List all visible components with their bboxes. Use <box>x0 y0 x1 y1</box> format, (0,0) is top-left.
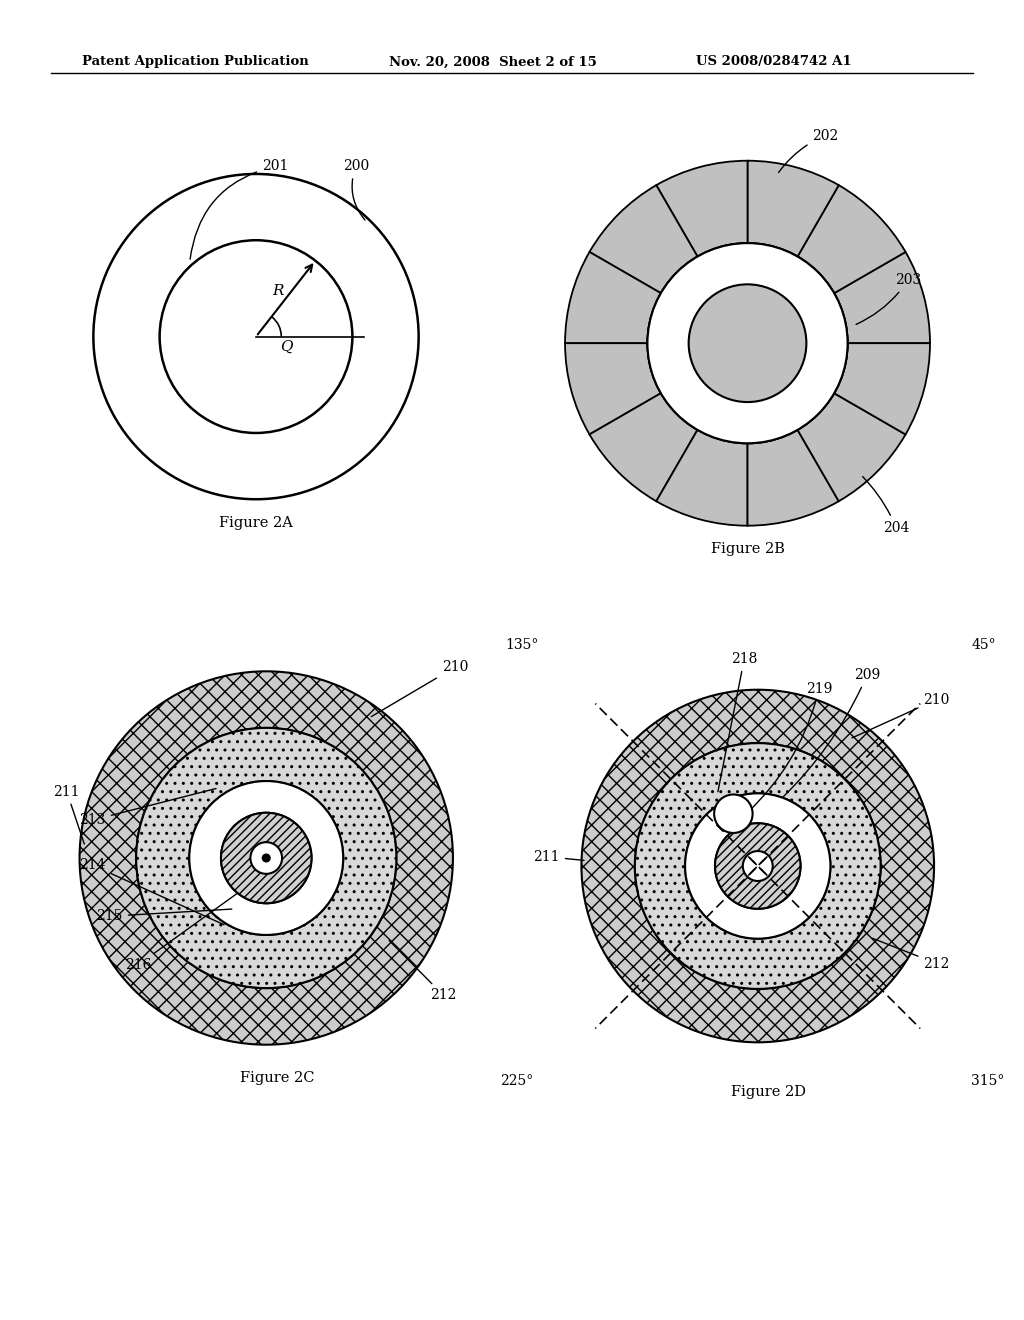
Text: 212: 212 <box>389 941 457 1002</box>
Text: Figure 2A: Figure 2A <box>219 516 293 529</box>
Wedge shape <box>582 690 934 1043</box>
Circle shape <box>262 854 270 862</box>
Text: 315°: 315° <box>972 1074 1005 1089</box>
Text: 215: 215 <box>96 909 231 923</box>
Text: 210: 210 <box>852 693 949 738</box>
Wedge shape <box>748 161 839 256</box>
Text: Nov. 20, 2008  Sheet 2 of 15: Nov. 20, 2008 Sheet 2 of 15 <box>389 55 597 69</box>
Wedge shape <box>647 243 848 444</box>
Circle shape <box>689 284 806 403</box>
Circle shape <box>221 813 311 903</box>
Text: US 2008/0284742 A1: US 2008/0284742 A1 <box>696 55 852 69</box>
Text: 202: 202 <box>778 128 839 173</box>
Text: Q: Q <box>281 341 293 354</box>
Text: Figure 2C: Figure 2C <box>241 1071 314 1085</box>
Text: Patent Application Publication: Patent Application Publication <box>82 55 308 69</box>
Text: Figure 2D: Figure 2D <box>731 1085 806 1098</box>
Text: 216: 216 <box>125 882 253 972</box>
Wedge shape <box>835 343 930 434</box>
Text: 200: 200 <box>343 160 369 220</box>
Text: 209: 209 <box>783 668 881 797</box>
Wedge shape <box>136 727 396 989</box>
Text: 210: 210 <box>372 660 468 717</box>
Wedge shape <box>748 430 839 525</box>
Text: 214: 214 <box>80 858 224 925</box>
Wedge shape <box>590 393 697 502</box>
Wedge shape <box>80 672 453 1044</box>
Wedge shape <box>189 781 343 935</box>
Text: 211: 211 <box>53 785 84 843</box>
Text: 213: 213 <box>80 788 216 828</box>
Text: 219: 219 <box>749 682 833 812</box>
Circle shape <box>689 284 806 403</box>
Text: 211: 211 <box>534 850 584 863</box>
Circle shape <box>742 851 773 880</box>
Wedge shape <box>565 343 660 434</box>
Wedge shape <box>656 161 748 256</box>
Text: 203: 203 <box>856 273 921 325</box>
Text: 212: 212 <box>872 939 949 970</box>
Circle shape <box>715 824 801 908</box>
Wedge shape <box>635 743 881 989</box>
Text: R: R <box>272 284 284 298</box>
Wedge shape <box>798 185 905 293</box>
Text: 204: 204 <box>862 477 909 535</box>
Text: 135°: 135° <box>505 639 539 652</box>
Wedge shape <box>798 393 905 502</box>
Text: 225°: 225° <box>500 1074 534 1089</box>
Text: 201: 201 <box>190 160 289 259</box>
Wedge shape <box>590 185 697 293</box>
Wedge shape <box>565 252 660 343</box>
Text: 218: 218 <box>718 652 758 792</box>
Text: 45°: 45° <box>972 639 996 652</box>
Wedge shape <box>656 430 748 525</box>
Circle shape <box>714 795 753 833</box>
Circle shape <box>251 842 282 874</box>
Wedge shape <box>685 793 830 939</box>
Text: Figure 2B: Figure 2B <box>711 541 784 556</box>
Wedge shape <box>835 252 930 343</box>
Circle shape <box>647 243 848 444</box>
